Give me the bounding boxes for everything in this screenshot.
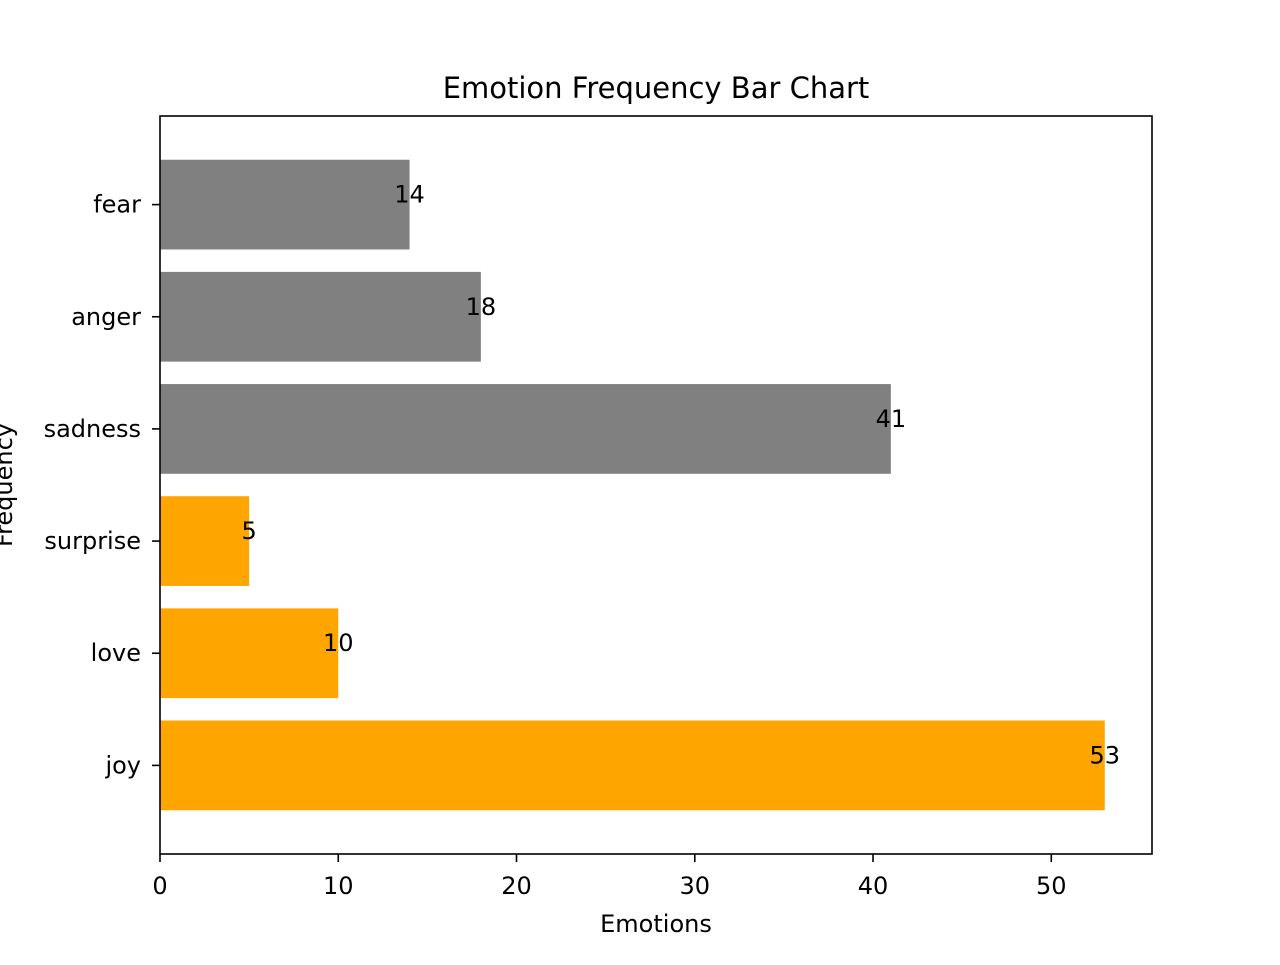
x-axis-title: Emotions (600, 910, 712, 938)
x-tick-label: 10 (323, 872, 354, 900)
x-tick-label: 50 (1036, 872, 1067, 900)
bar-value-label-sadness: 41 (876, 405, 907, 433)
bar-surprise (160, 496, 250, 586)
bar-value-label-fear: 14 (394, 181, 425, 209)
y-axis-title: Frequency (0, 423, 18, 547)
bar-value-label-surprise: 5 (241, 517, 256, 545)
bar-anger (160, 271, 481, 362)
plot-frame (159, 115, 1153, 855)
y-tick-label-joy: joy (104, 751, 141, 779)
y-tick-label-surprise: surprise (44, 527, 141, 555)
y-tick-label-anger: anger (71, 303, 141, 331)
bar-value-label-joy: 53 (1089, 741, 1120, 769)
y-tick-label-fear: fear (93, 191, 141, 219)
x-tick-label: 0 (152, 872, 167, 900)
bar-fear (160, 159, 410, 250)
x-tick-label: 40 (858, 872, 889, 900)
y-tick-label-sadness: sadness (44, 415, 141, 443)
bars-layer (160, 159, 1105, 811)
bar-joy (160, 720, 1105, 811)
x-tick-label: 20 (501, 872, 532, 900)
bar-value-label-love: 10 (323, 629, 354, 657)
bar-value-label-anger: 18 (466, 293, 497, 321)
bar-love (160, 608, 339, 699)
bar-sadness (160, 384, 891, 474)
x-tick-label: 30 (679, 872, 710, 900)
y-axis: joy love surprise sadness anger fear (44, 191, 160, 779)
value-labels-layer: 53 10 5 41 18 14 (241, 181, 1120, 770)
y-tick-label-love: love (91, 639, 141, 667)
x-axis: 0 10 20 30 40 50 (152, 854, 1067, 900)
chart-title: Emotion Frequency Bar Chart (443, 71, 870, 105)
